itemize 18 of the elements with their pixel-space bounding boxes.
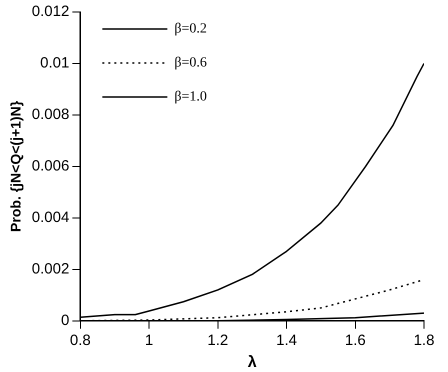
legend-label: β=1.0 (174, 90, 207, 105)
x-tick-label: 1.8 (414, 332, 434, 349)
x-tick-label: 1.4 (276, 332, 297, 349)
legend-label: β=0.2 (174, 22, 207, 37)
y-tick-label: 0.012 (32, 3, 70, 20)
x-tick-label: 0.8 (70, 332, 91, 349)
y-tick-label: 0.002 (32, 260, 70, 278)
y-tick-label: 0.006 (32, 158, 70, 175)
legend-label: β=0.6 (174, 56, 207, 71)
x-tick-label: 1 (144, 332, 154, 349)
x-tick-label: 1.2 (207, 332, 228, 349)
y-tick-label: 0 (60, 312, 70, 329)
y-tick-label: 0.01 (40, 54, 70, 72)
y-tick-label: 0.004 (32, 209, 70, 226)
x-tick-label: 1.6 (344, 332, 366, 349)
x-axis-title: λ (248, 354, 257, 371)
y-axis-title: Prob. {jN<Q<(j+1)N} (7, 100, 24, 232)
y-tick-label: 0.008 (32, 106, 70, 124)
